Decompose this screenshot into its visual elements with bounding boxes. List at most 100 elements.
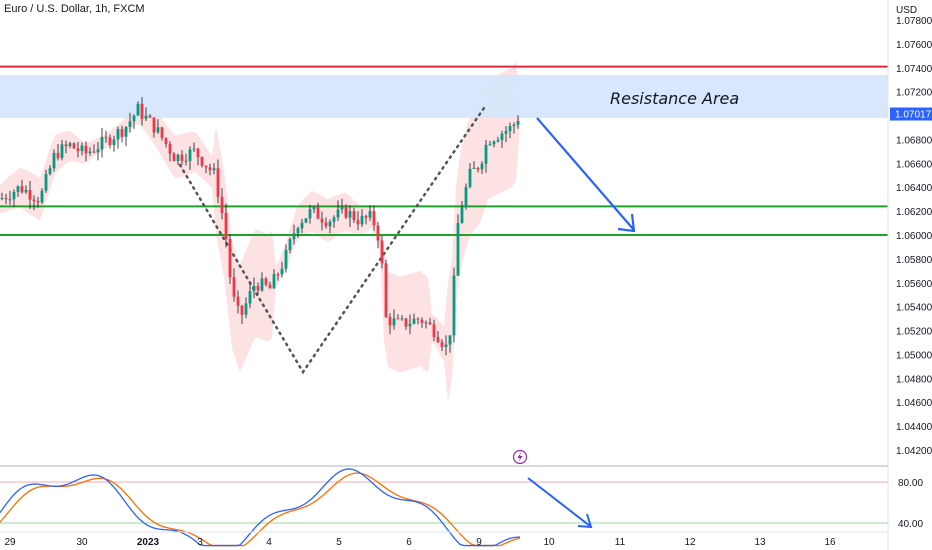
- candle-body: [500, 133, 504, 141]
- x-tick-label: 30: [76, 537, 88, 548]
- candle-body: [320, 218, 324, 223]
- candle-body: [244, 303, 248, 315]
- candle-body: [416, 318, 420, 320]
- candle-body: [4, 198, 8, 200]
- candle-body: [192, 148, 196, 150]
- candle-body: [508, 126, 512, 132]
- candle-body: [120, 129, 124, 137]
- candle-body: [156, 127, 160, 133]
- y-tick-label: 1.05800: [896, 255, 932, 266]
- x-tick-label: 9: [476, 537, 482, 548]
- chart-title: Euro / U.S. Dollar, 1h, FXCM: [4, 3, 145, 15]
- candle-body: [328, 221, 332, 227]
- candle-body: [96, 149, 100, 153]
- candle-body: [312, 206, 316, 210]
- candle-body: [468, 168, 472, 188]
- price-axis[interactable]: 1.078001.076001.074001.072001.070001.068…: [896, 16, 932, 457]
- candle-body: [220, 196, 224, 213]
- osc-tick-label: 80.00: [898, 478, 923, 489]
- y-tick-label: 1.06800: [896, 135, 932, 146]
- candle-body: [480, 163, 484, 170]
- candle-body: [436, 336, 440, 343]
- candle-body: [304, 218, 308, 223]
- candle-body: [0, 198, 4, 200]
- candle-body: [464, 187, 468, 207]
- candle-body: [492, 141, 496, 145]
- resistance-annotation: Resistance Area: [610, 89, 739, 108]
- candle-body: [76, 148, 80, 152]
- candle-body: [448, 335, 452, 345]
- candle-body: [100, 136, 104, 150]
- x-tick-label: 16: [824, 537, 836, 548]
- candle-body: [164, 138, 168, 145]
- candle-body: [432, 324, 436, 337]
- candle-body: [476, 167, 480, 170]
- x-tick-label: 29: [4, 537, 16, 548]
- candle-body: [516, 121, 520, 125]
- dotted-pattern-path: [178, 106, 486, 375]
- candle-body: [48, 168, 52, 175]
- y-tick-label: 1.04400: [896, 422, 932, 433]
- candle-body: [296, 228, 300, 234]
- candle-body: [204, 165, 208, 168]
- candle-body: [388, 317, 392, 326]
- candle-body: [460, 206, 464, 224]
- candle-body: [188, 149, 192, 162]
- candle-body: [260, 278, 264, 291]
- candle-body: [332, 217, 336, 222]
- candle-body: [212, 168, 216, 171]
- x-tick-label: 3: [197, 537, 203, 548]
- candle-body: [140, 103, 144, 119]
- candle-body: [292, 233, 296, 240]
- y-tick-label: 1.04800: [896, 374, 932, 385]
- candle-body: [380, 240, 384, 264]
- candle-body: [352, 211, 356, 221]
- x-tick-label: 13: [754, 537, 766, 548]
- candle-body: [80, 145, 84, 152]
- y-tick-label: 1.05200: [896, 327, 932, 338]
- candle-body: [116, 129, 120, 140]
- oscillator-pane: [0, 449, 888, 547]
- candle-body: [16, 186, 20, 193]
- main-pane: [0, 0, 888, 466]
- candle-body: [228, 239, 232, 278]
- candle-body: [248, 291, 252, 304]
- candle-body: [28, 189, 32, 200]
- candle-body: [184, 160, 188, 162]
- candle-body: [168, 144, 172, 154]
- candle-body: [340, 206, 344, 210]
- candle-body: [316, 206, 320, 219]
- y-tick-label: 1.07400: [896, 64, 932, 75]
- current-price-tag: 1.07017: [890, 107, 932, 121]
- candle-body: [360, 215, 364, 225]
- candle-body: [276, 274, 280, 276]
- candle-body: [440, 342, 444, 347]
- candle-body: [372, 211, 376, 226]
- x-tick-label: 6: [406, 537, 412, 548]
- candle-body: [284, 250, 288, 269]
- x-tick-label: 10: [543, 537, 555, 548]
- candle-body: [236, 296, 240, 306]
- time-axis[interactable]: 29 30 2023 3 4 5 6 9 10 11 12 13 16: [4, 537, 836, 548]
- candle-body: [8, 199, 12, 201]
- candle-body: [56, 152, 60, 159]
- candle-body: [264, 278, 268, 285]
- candle-body: [104, 136, 108, 138]
- candle-body: [144, 115, 148, 119]
- y-tick-label: 1.06400: [896, 183, 932, 194]
- currency-label: USD: [896, 5, 917, 16]
- candle-body: [396, 318, 400, 320]
- candle-body: [344, 206, 348, 218]
- candle-body: [124, 126, 128, 137]
- lightning-icon[interactable]: [512, 449, 528, 465]
- candle-body: [44, 174, 48, 191]
- candle-body: [40, 190, 44, 203]
- candle-body: [200, 156, 204, 166]
- y-tick-label: 1.06200: [896, 207, 932, 218]
- candle-body: [88, 151, 92, 154]
- osc-slow-line: [0, 472, 521, 547]
- y-tick-label: 1.05600: [896, 279, 932, 290]
- candle-body: [252, 285, 256, 292]
- candle-body: [400, 318, 404, 320]
